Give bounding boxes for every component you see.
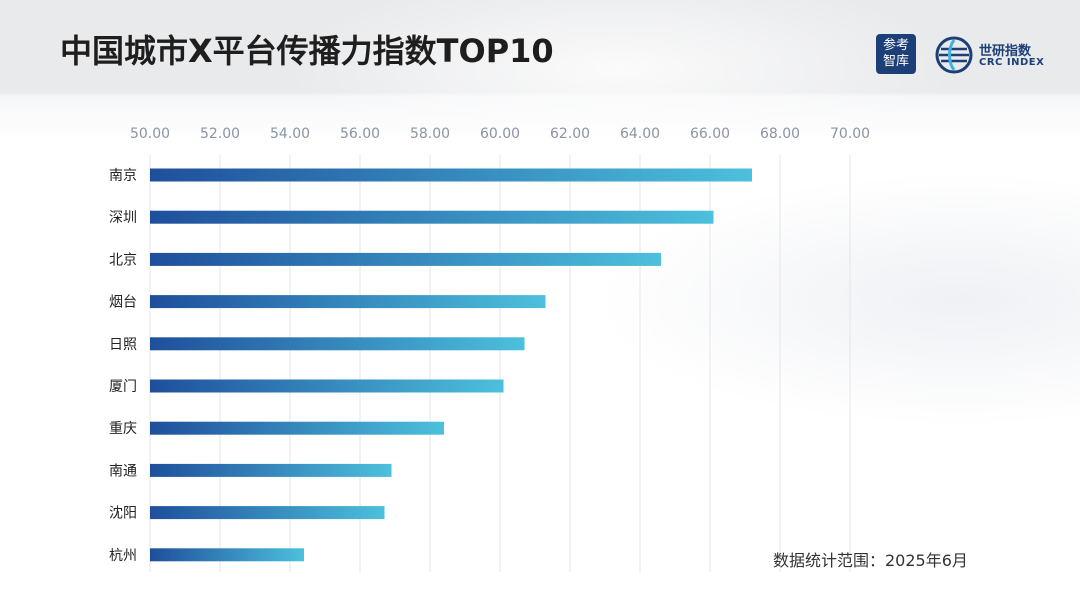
bar: [150, 295, 546, 309]
bar: [150, 252, 661, 266]
category-label: 沈阳: [109, 506, 137, 522]
category-label: 北京: [109, 252, 137, 268]
x-tick-label: 70.00: [830, 126, 870, 142]
category-label: 深圳: [109, 210, 137, 226]
crc-logo-cn: 世研指数: [979, 44, 1032, 59]
x-tick-label: 50.00: [130, 126, 170, 142]
x-tick-label: 56.00: [340, 126, 380, 142]
x-tick-label: 64.00: [620, 126, 660, 142]
bar: [150, 421, 444, 435]
x-axis-ticks: 50.00 52.00 54.00 56.00 58.00 60.00 62.00 64.00…: [130, 126, 870, 142]
bar: [150, 210, 714, 224]
crc-logo-en: CRC INDEX: [979, 57, 1045, 68]
x-tick-label: 68.00: [760, 126, 800, 142]
grid-lines: [149, 155, 851, 572]
bars: [150, 168, 752, 562]
logo-text-line-1: 参考: [882, 38, 909, 53]
category-label: 南京: [109, 168, 137, 184]
logo-text-line-2: 智库: [882, 54, 909, 69]
bar: [150, 506, 385, 520]
x-tick-label: 58.00: [410, 126, 450, 142]
x-tick-label: 62.00: [550, 126, 590, 142]
x-tick-label: 60.00: [480, 126, 520, 142]
category-label: 日照: [109, 337, 137, 353]
x-tick-label: 54.00: [270, 126, 310, 142]
data-range-note: 数据统计范围：2025年6月: [773, 551, 968, 570]
category-label: 厦门: [109, 379, 137, 395]
category-label: 烟台: [109, 295, 137, 311]
category-label: 重庆: [109, 421, 137, 437]
bar: [150, 379, 504, 393]
bar: [150, 463, 392, 477]
cankao-zhiku-logo: 参考 智库: [876, 34, 916, 74]
page-title: 中国城市X平台传播力指数TOP10: [60, 32, 554, 70]
x-tick-label: 66.00: [690, 126, 730, 142]
globe-icon: [935, 36, 973, 74]
bar: [150, 548, 304, 562]
bar: [150, 168, 752, 182]
x-tick-label: 52.00: [200, 126, 240, 142]
category-label: 南通: [109, 463, 137, 479]
category-label: 杭州: [109, 548, 137, 564]
crc-index-logo: 世研指数 CRC INDEX: [935, 36, 1055, 74]
bar: [150, 337, 525, 351]
